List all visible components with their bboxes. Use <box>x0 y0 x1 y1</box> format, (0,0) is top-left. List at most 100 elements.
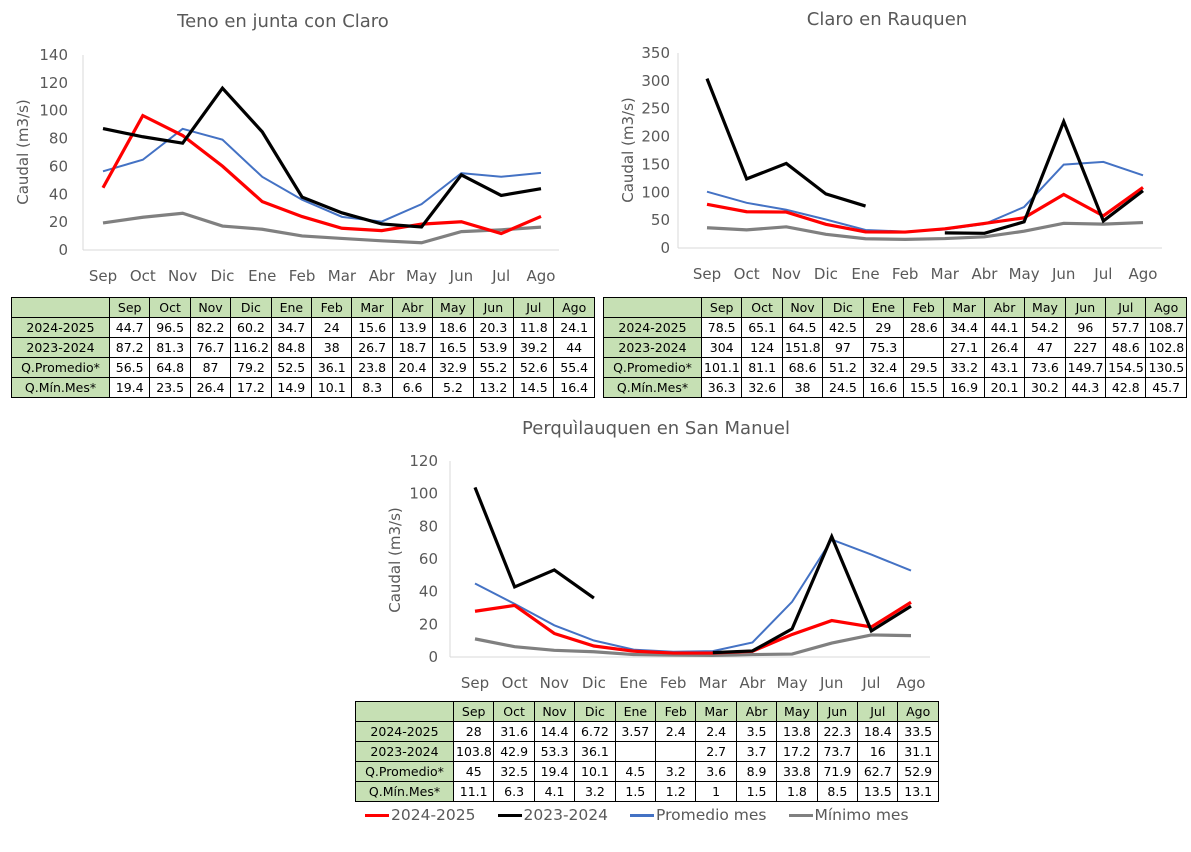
table-column-header: Feb <box>655 701 697 722</box>
table-column-header: Mar <box>943 297 985 318</box>
table-cell: 24.5 <box>822 377 864 398</box>
table-column-header: Oct <box>149 297 191 318</box>
x-tick-label: Ago <box>1129 265 1158 283</box>
x-tick-label: Oct <box>130 267 156 285</box>
chart-legend: 2024-2025 2023-2024 Promedio mes Mínimo mes <box>365 806 931 824</box>
table-column-header: Ago <box>1145 297 1187 318</box>
x-tick-label: Sep <box>461 674 489 692</box>
table-cell: 6.72 <box>574 721 616 742</box>
table-row: Q.Mín.Mes* 36.3 32.6 38 24.5 16.6 15.5 16.9 20.1… <box>603 377 1187 398</box>
table-cell: 6.6 <box>391 377 434 398</box>
table-column-header: Oct <box>493 701 535 722</box>
table-cell: 75.3 <box>862 337 905 358</box>
table-row-label: Q.Mín.Mes* <box>355 781 454 802</box>
table-cell: 73.7 <box>816 741 859 762</box>
y-tick-label: 100 <box>39 102 68 120</box>
y-tick-label: 40 <box>49 185 68 203</box>
x-tick-label: Oct <box>502 674 528 692</box>
chart-title: Perquìlauquen en San Manuel <box>522 418 790 439</box>
table-cell: 16.5 <box>432 337 474 358</box>
table-cell: 14.5 <box>513 377 555 398</box>
table-cell: 62.7 <box>857 761 899 782</box>
table-cell <box>903 337 945 358</box>
x-tick-label: Jul <box>1093 265 1112 283</box>
x-tick-label: Feb <box>289 267 316 285</box>
table-row-label: Q.Promedio* <box>11 357 110 378</box>
table-cell: 1.8 <box>776 781 818 802</box>
table-cell: 13.2 <box>472 377 515 398</box>
table-cell: 16 <box>857 741 899 762</box>
legend-swatch-icon <box>788 813 813 817</box>
table-cell: 1.5 <box>614 781 657 802</box>
table-cell: 29.5 <box>903 357 945 378</box>
table-cell: 68.6 <box>781 357 824 378</box>
table-cell: 1.5 <box>735 781 778 802</box>
x-tick-label: Jun <box>449 267 473 285</box>
table-column-header: Ago <box>553 297 595 318</box>
table-cell: 28.6 <box>903 317 945 338</box>
legend-item: 2024-2025 <box>365 806 476 824</box>
table-cell: 2.4 <box>695 721 737 742</box>
table-cell: 154.5 <box>1105 357 1147 378</box>
x-tick-label: Jun <box>819 674 843 692</box>
y-tick-label: 300 <box>641 72 670 90</box>
table-cell: 52.9 <box>897 761 939 782</box>
table-cell: 28 <box>452 721 495 742</box>
table-cell: 20.1 <box>983 377 1026 398</box>
table-cell: 3.5 <box>735 721 778 742</box>
series-line-promedio-mes <box>474 538 912 653</box>
table-cell: 42.8 <box>1105 377 1147 398</box>
table-cell: 13.1 <box>897 781 939 802</box>
table-column-header: Jun <box>816 701 859 722</box>
table-column-header: Mar <box>351 297 393 318</box>
table-row-label: Q.Promedio* <box>355 761 454 782</box>
table-cell: 20.3 <box>472 317 515 338</box>
table-cell: 71.9 <box>816 761 859 782</box>
table-column-header: Nov <box>533 701 576 722</box>
table-cell: 65.1 <box>741 317 783 338</box>
table-row: 2023-2024 87.2 81.3 76.7 116.2 84.8 38 26.7 18.7… <box>11 337 595 358</box>
legend-swatch-icon <box>630 813 654 817</box>
legend-swatch-icon <box>497 813 522 817</box>
table-row-label: 2024-2025 <box>11 317 110 338</box>
table-column-header: Ene <box>862 297 905 318</box>
table-cell: 44.3 <box>1064 377 1107 398</box>
y-tick-label: 20 <box>49 213 68 231</box>
table-cell: 1.2 <box>655 781 697 802</box>
table-cell: 64.5 <box>781 317 824 338</box>
table-cell: 4.1 <box>533 781 576 802</box>
data-table-perquilauquen: Sep Oct Nov Dic Ene Feb Mar Abr May Jun Jul Ago 2024… <box>355 701 939 802</box>
table-cell: 2.7 <box>695 741 737 762</box>
table-row: Q.Mín.Mes* 19.4 23.5 26.4 17.2 14.9 10.1 8.3 6.6… <box>11 377 595 398</box>
x-tick-label: Jul <box>861 674 880 692</box>
table-cell: 60.2 <box>230 317 272 338</box>
table-cell: 82.2 <box>189 317 232 338</box>
table-cell: 81.1 <box>741 357 783 378</box>
x-tick-label: Abr <box>971 265 998 283</box>
series-line-2024-2025 <box>474 600 912 655</box>
table-row: Q.Mín.Mes* 11.1 6.3 4.1 3.2 1.5 1.2 1 1.5 1.8 8.5 1… <box>355 781 939 802</box>
y-tick-label: 250 <box>641 100 670 118</box>
table-cell: 11.8 <box>513 317 555 338</box>
table-row: Q.Promedio* 45 32.5 19.4 10.1 4.5 3.2 3.6 8.9 33.… <box>355 761 939 782</box>
table-cell: 45 <box>452 761 495 782</box>
legend-label: Mínimo mes <box>814 806 909 824</box>
table-cell: 38 <box>781 377 824 398</box>
x-tick-label: Feb <box>660 674 687 692</box>
table-cell: 53.9 <box>472 337 515 358</box>
table-cell: 36.1 <box>311 357 353 378</box>
y-tick-label: 50 <box>651 211 670 229</box>
table-cell: 8.5 <box>816 781 859 802</box>
table-column-header: Oct <box>741 297 783 318</box>
table-cell: 44 <box>553 337 595 358</box>
table-cell: 5.2 <box>432 377 474 398</box>
legend-item: Promedio mes <box>630 806 767 824</box>
series-line-promedio-mes <box>706 160 1144 233</box>
table-column-header: Ene <box>270 297 313 318</box>
legend-swatch-icon <box>365 813 389 817</box>
x-tick-label: Mar <box>699 674 728 692</box>
table-cell: 10.1 <box>574 761 616 782</box>
table-cell: 23.5 <box>149 377 191 398</box>
x-tick-label: Oct <box>734 265 760 283</box>
table-cell: 130.5 <box>1145 357 1187 378</box>
